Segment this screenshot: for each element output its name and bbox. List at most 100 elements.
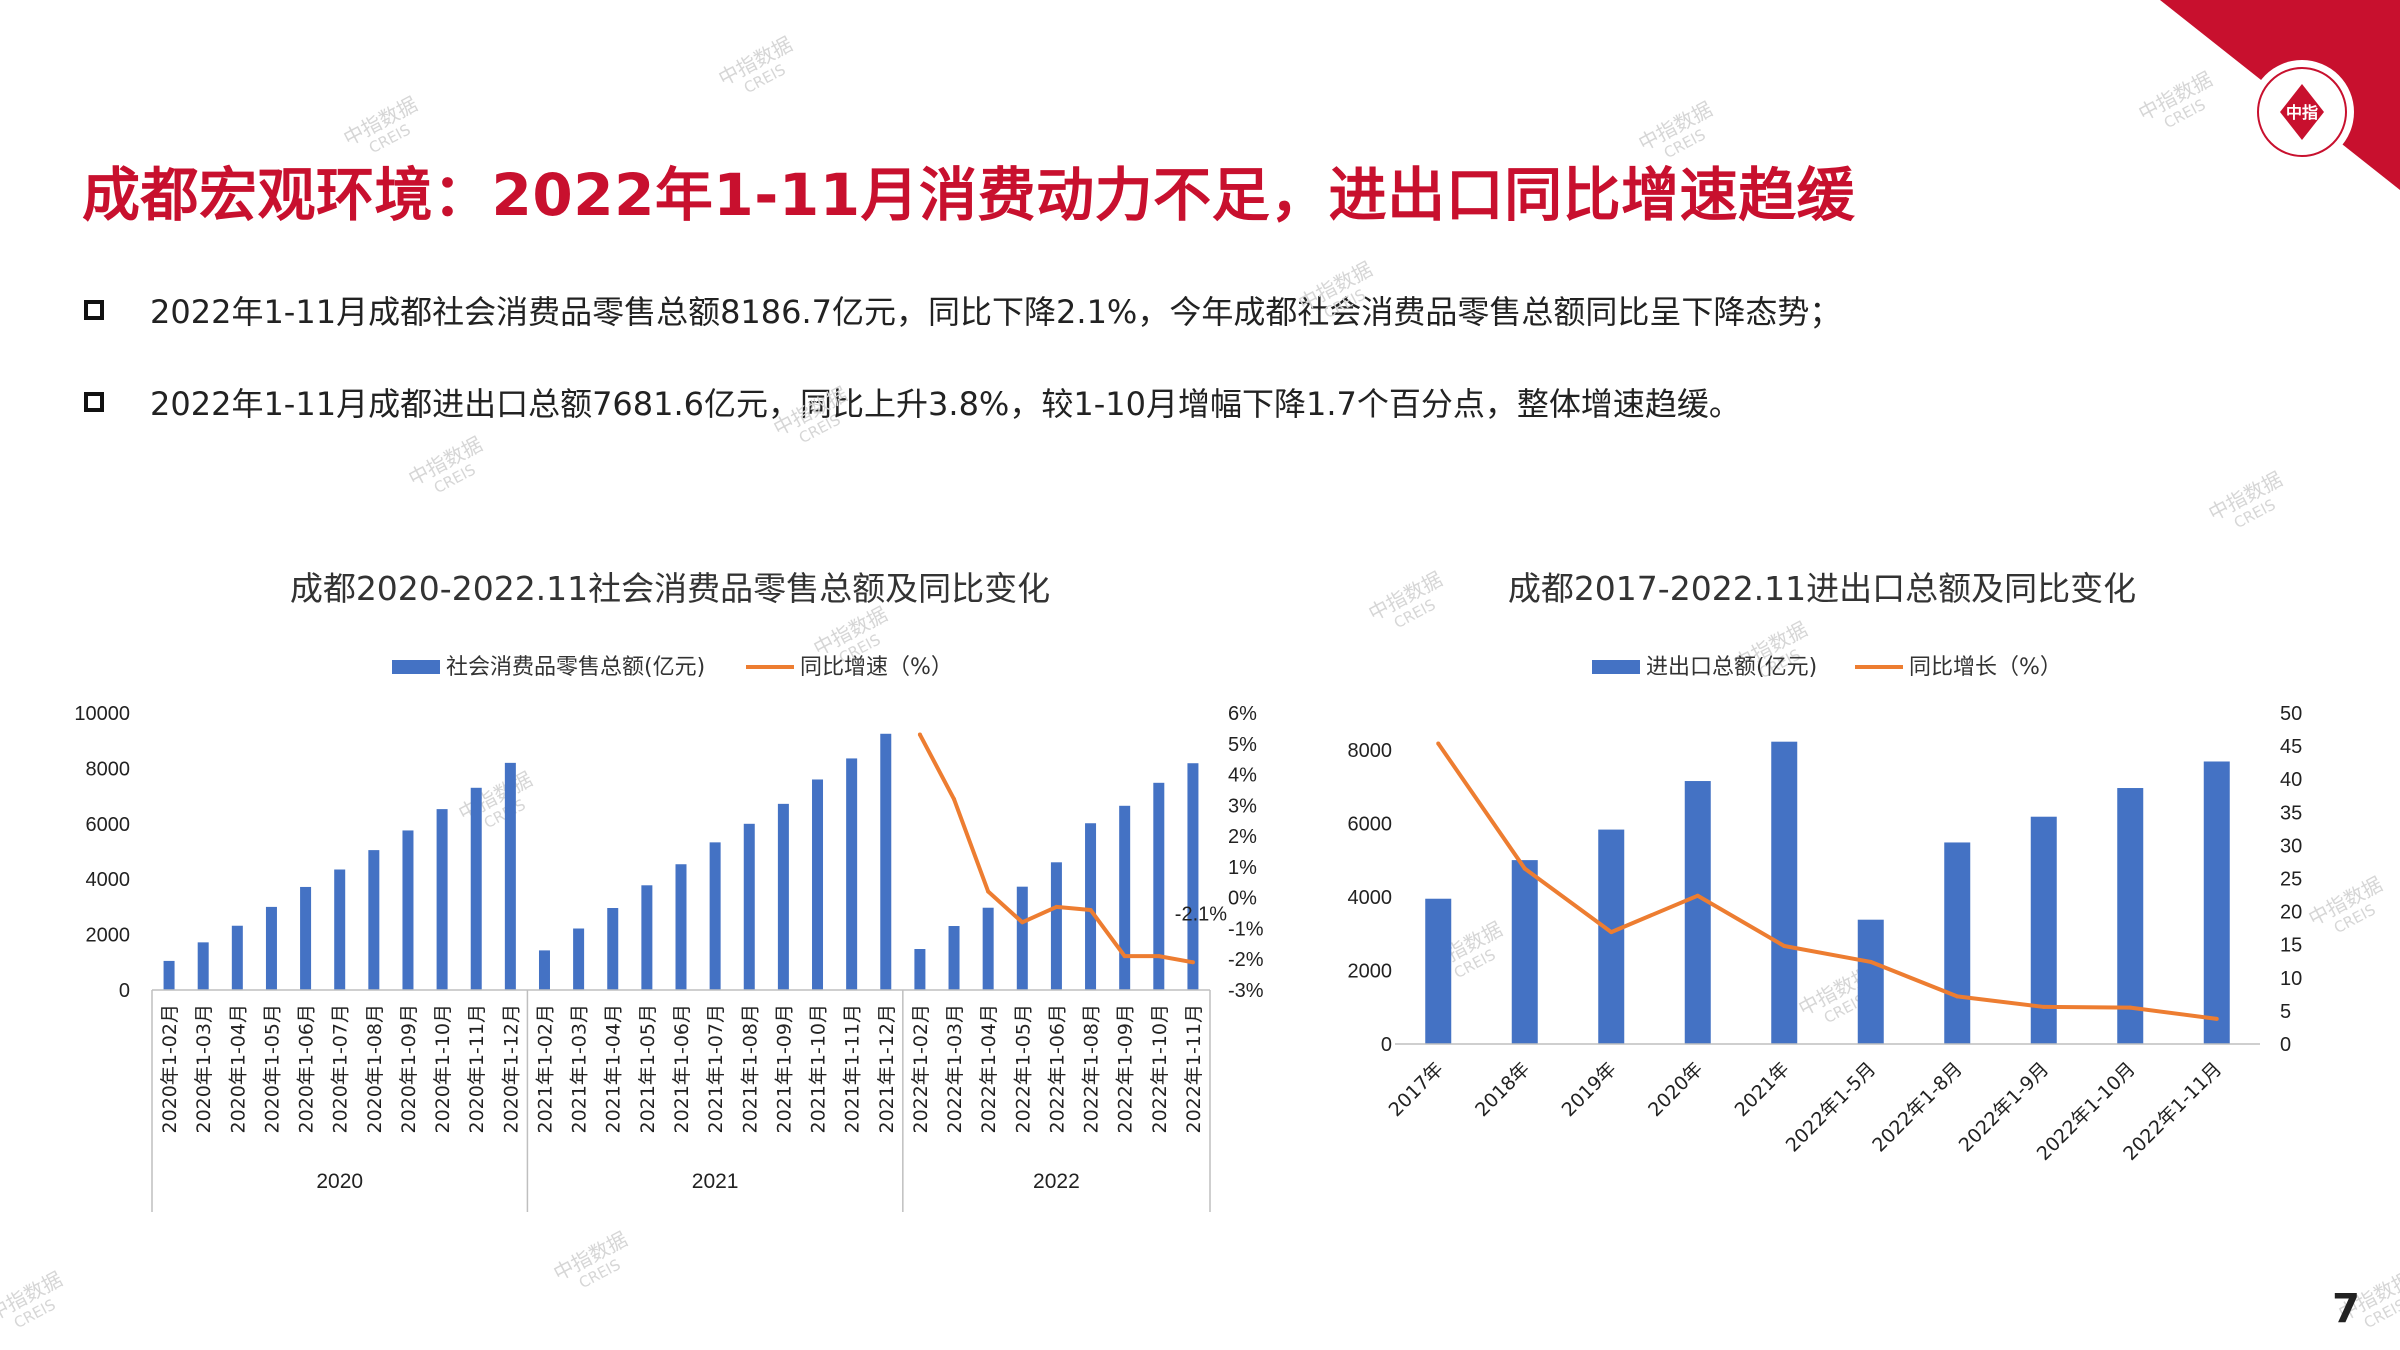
x-tick-label: 2022年1-05月 [1012,1004,1034,1133]
x-tick-label: 2022年1-04月 [978,1004,1000,1133]
y-tick-right: 5 [2280,1001,2291,1023]
y-tick-right: 35 [2280,802,2302,824]
y-tick-left: 8000 [1348,740,1393,762]
x-tick-label: 2022年1-09月 [1115,1004,1137,1133]
y-tick-right: 30 [2280,835,2302,857]
bar [368,850,380,990]
line-point [2214,1016,2219,1021]
legend-label: 同比增速（%） [800,655,953,680]
bar [880,733,892,990]
square-bullet-icon [84,300,104,320]
line-point [1695,893,1700,898]
group-label: 2020 [316,1170,363,1193]
bar [163,960,175,990]
group-label: 2022 [1033,1170,1080,1193]
x-tick-label: 2018年 [1471,1058,1534,1121]
bullet-text: 2022年1-11月成都进出口总额7681.6亿元，同比上升3.8%，较1-10… [150,385,1741,423]
corner-logo: 中指 [2160,0,2400,190]
bar [641,885,653,990]
y-tick-right: 5% [1228,734,1257,756]
bar [914,949,926,990]
bar [743,823,755,990]
bar [948,926,960,990]
y-tick-left: 4000 [1348,887,1393,909]
retail-sales-chart: 成都2020-2022.11社会消费品零售总额及同比变化社会消费品零售总额(亿元… [74,569,1264,1212]
y-tick-right: 4% [1228,765,1257,787]
x-tick-label: 2022年1-06月 [1046,1004,1068,1133]
line-point [2041,1004,2046,1009]
bar [1085,823,1097,990]
x-tick-label: 2022年1-02月 [910,1004,932,1133]
bar [709,842,721,990]
line-point [1156,954,1161,959]
x-tick-label: 2020年1-04月 [227,1004,249,1133]
page-number: 7 [2332,1286,2360,1332]
bar [777,803,789,990]
x-tick-label: 2022年1-8月 [1868,1058,1967,1157]
x-tick-label: 2020年1-03月 [193,1004,215,1133]
line-point [1020,920,1025,925]
bar [1425,898,1452,1044]
y-tick-right: 2% [1228,826,1257,848]
x-tick-label: 2022年1-03月 [944,1004,966,1133]
y-tick-right: 10 [2280,968,2302,990]
bar [573,928,585,990]
x-tick-label: 2022年1-11月 [1183,1004,1205,1133]
x-tick-label: 2019年 [1558,1058,1621,1121]
y-tick-left: 10000 [74,703,130,725]
x-tick-label: 2021年1-10月 [808,1004,830,1133]
x-tick-label: 2020年1-07月 [330,1004,352,1133]
y-tick-left: 0 [119,980,130,1002]
chart-title: 成都2020-2022.11社会消费品零售总额及同比变化 [290,569,1050,608]
x-tick-label: 2021年1-08月 [739,1004,761,1133]
y-tick-right: 20 [2280,902,2302,924]
page-title: 成都宏观环境：2022年1-11月消费动力不足，进出口同比增速趋缓 [82,161,1856,229]
line-point [1609,930,1614,935]
x-tick-label: 2021年1-09月 [773,1004,795,1133]
x-tick-label: 2022年1-5月 [1782,1058,1881,1157]
line-point [952,797,957,802]
x-tick-label: 2021年1-06月 [671,1004,693,1133]
logo-diamond-icon [2280,84,2324,140]
bar [2117,788,2144,1044]
square-bullet-icon [84,392,104,412]
y-tick-right: -1% [1228,918,1264,940]
line-point [1190,960,1195,965]
legend-swatch-bar [392,660,440,674]
y-tick-right: 45 [2280,736,2302,758]
y-tick-right: 50 [2280,703,2302,725]
x-tick-label: 2021年1-02月 [534,1004,556,1133]
data-label: -2.1% [1175,903,1227,925]
line-point [1522,866,1527,871]
x-tick-label: 2021年1-12月 [876,1004,898,1133]
line-point [986,889,991,894]
bullet-text: 2022年1-11月成都社会消费品零售总额8186.7亿元，同比下降2.1%，今… [150,293,1842,331]
line-point [1782,944,1787,949]
bar [607,908,619,990]
y-tick-left: 8000 [86,758,131,780]
x-tick-label: 2022年1-9月 [1955,1058,2054,1157]
y-tick-right: -2% [1228,949,1264,971]
x-tick-label: 2020年1-09月 [398,1004,420,1133]
x-tick-label: 2020年1-05月 [261,1004,283,1133]
x-tick-label: 2022年1-10月 [1149,1004,1171,1133]
logo-ring [2257,67,2347,157]
y-tick-right: 3% [1228,795,1257,817]
bar [2203,761,2230,1044]
bar [470,787,482,990]
y-tick-right: 0 [2280,1034,2291,1056]
bar [197,942,209,990]
x-tick-label: 2020年 [1644,1058,1707,1121]
bar [1511,860,1538,1044]
bar [538,950,550,990]
legend-label: 同比增长（%） [1909,655,2062,680]
bar [846,758,858,990]
x-tick-label: 2020年1-06月 [296,1004,318,1133]
x-tick-label: 2021年1-07月 [705,1004,727,1133]
y-tick-right: 25 [2280,869,2302,891]
logo-text: 中指 [2286,103,2318,122]
bar [1050,862,1062,990]
bar [982,907,994,990]
line-point [2128,1005,2133,1010]
